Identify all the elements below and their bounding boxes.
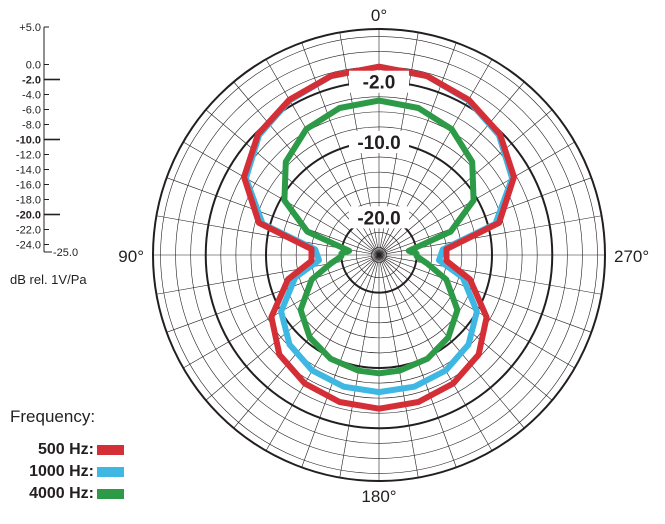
grid-ring [235,111,523,399]
grid-ring [250,126,508,384]
grid-ring [371,247,387,263]
scale-tick-label: +5.0 [19,22,41,34]
grid-ring [295,171,463,339]
ring-label: -2.0 [363,73,396,94]
scale-tick-label: -24.0 [16,240,41,252]
scale-tick-label: -20.0 [16,210,41,222]
legend-swatch [97,489,124,499]
chart-labels: -2.0 -10.0 -20.0 0° 90° 180° 270° [108,3,650,506]
grid-ring [356,232,402,278]
legend-label: 500 Hz: [37,441,94,458]
angle-label-bg [108,244,148,266]
polar-grid [152,28,606,482]
angle-label-bg [610,244,650,266]
scale-tick-label: -22.0 [16,225,41,237]
series-curve-500hz [241,63,517,412]
grid-ring [220,96,538,414]
ring-label-bg [349,70,409,93]
grid-ring [325,201,433,309]
ring-label-bg [349,206,409,229]
angle-label: 90° [118,247,144,266]
legend-item-1000hz: 1000 Hz: [0,463,124,481]
angle-label: 270° [614,247,649,266]
legend-label: 1000 Hz: [29,463,94,480]
scale-tick-label: -14.0 [16,165,41,177]
angle-label-bg [359,484,399,506]
legend-item-500hz: 500 Hz: [0,441,124,459]
unit-label: dB rel. 1V/Pa [10,272,87,287]
angle-label-bg [359,3,399,25]
series-curve-4000hz [281,97,477,377]
legend-swatch [97,467,124,477]
legend-swatch [97,445,124,455]
ring-label: -20.0 [357,208,400,229]
legend-item-4000hz: 4000 Hz: [0,485,124,503]
scale-tick-label: -10.0 [16,135,41,147]
pattern-curves [241,63,517,412]
scale-tick-label: -16.0 [16,180,41,192]
scale-tick-label: -2.0 [22,75,41,87]
scale-tick-label: -18.0 [16,195,41,207]
grid-ring [160,36,598,474]
grid-ring [280,156,478,354]
angle-label: 180° [361,487,396,506]
grid-ring [152,28,606,482]
scale-tick-label: -6.0 [22,105,41,117]
grid-ring [175,51,583,459]
angle-label: 0° [371,6,387,25]
scale-tick-label: 0.0 [26,60,41,72]
legend-label: 4000 Hz: [29,485,94,502]
scale-tick-label: -25.0 [53,247,78,259]
scale-tick-label: -12.0 [16,150,41,162]
legend-title: Frequency: [10,407,96,426]
ring-label-bg [349,131,409,153]
scale-tick-label: -8.0 [22,120,41,132]
ring-label: -10.0 [357,133,400,154]
db-scale-axis: +5.0 0.0 -2.0 -4.0 -6.0 -8.0 -10.0 -12.0 -14.0 -1… [16,22,78,259]
scale-tick-label: -4.0 [22,90,41,102]
